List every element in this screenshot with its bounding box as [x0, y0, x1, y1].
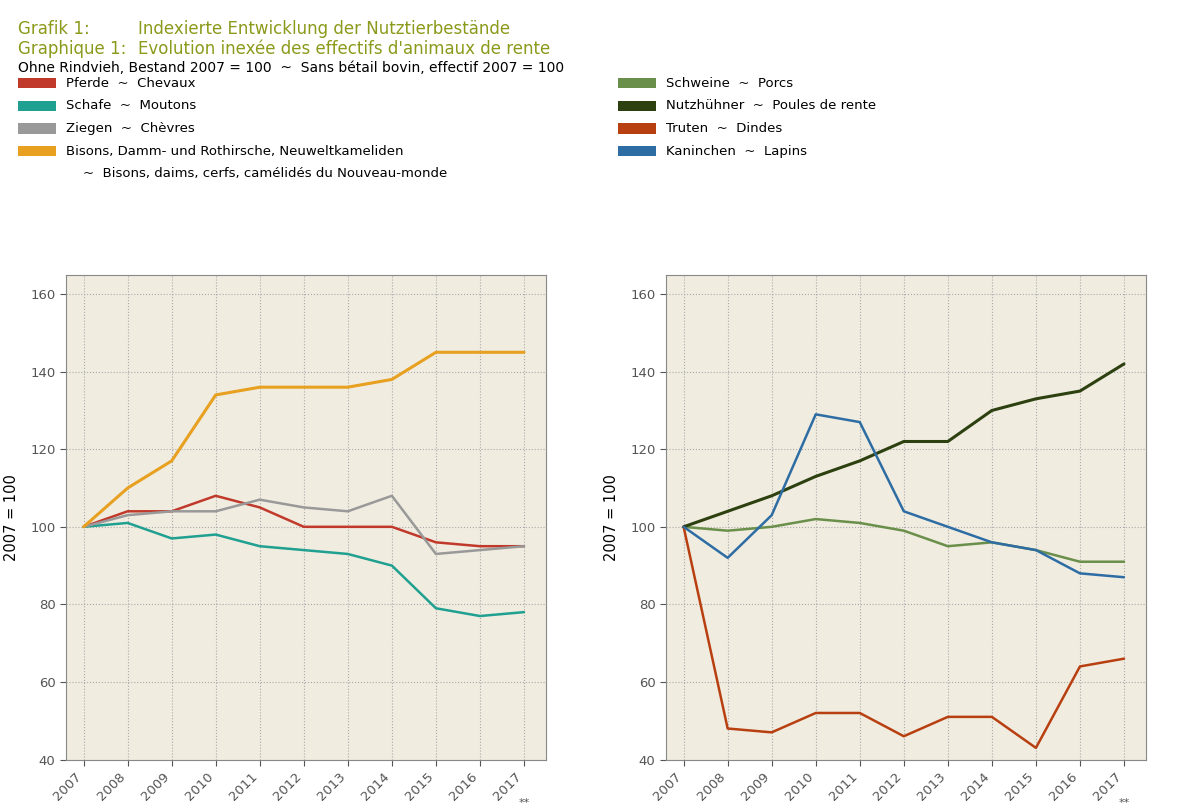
Y-axis label: 2007 = 100: 2007 = 100	[4, 473, 19, 561]
Text: Nutzhühner  ~  Poules de rente: Nutzhühner ~ Poules de rente	[666, 99, 876, 112]
Text: Kaninchen  ~  Lapins: Kaninchen ~ Lapins	[666, 145, 808, 158]
Text: Indexierte Entwicklung der Nutztierbestände: Indexierte Entwicklung der Nutztierbestä…	[138, 20, 510, 38]
Text: Ziegen  ~  Chèvres: Ziegen ~ Chèvres	[66, 122, 194, 135]
Text: Schafe  ~  Moutons: Schafe ~ Moutons	[66, 99, 197, 112]
Y-axis label: 2007 = 100: 2007 = 100	[604, 473, 619, 561]
Text: Schweine  ~  Porcs: Schweine ~ Porcs	[666, 77, 793, 90]
Text: Grafik 1:: Grafik 1:	[18, 20, 90, 38]
Text: Graphique 1:: Graphique 1:	[18, 40, 126, 58]
Text: **: **	[518, 798, 529, 808]
Text: Evolution inexée des effectifs d'animaux de rente: Evolution inexée des effectifs d'animaux…	[138, 40, 551, 58]
Text: Ohne Rindvieh, Bestand 2007 = 100  ~  Sans bétail bovin, effectif 2007 = 100: Ohne Rindvieh, Bestand 2007 = 100 ~ Sans…	[18, 61, 564, 75]
Text: Truten  ~  Dindes: Truten ~ Dindes	[666, 122, 782, 135]
Text: Bisons, Damm- und Rothirsche, Neuweltkameliden: Bisons, Damm- und Rothirsche, Neuweltkam…	[66, 145, 403, 158]
Text: ~  Bisons, daims, cerfs, camélidés du Nouveau-monde: ~ Bisons, daims, cerfs, camélidés du Nou…	[66, 167, 448, 180]
Text: Pferde  ~  Chevaux: Pferde ~ Chevaux	[66, 77, 196, 90]
Text: **: **	[1118, 798, 1129, 808]
